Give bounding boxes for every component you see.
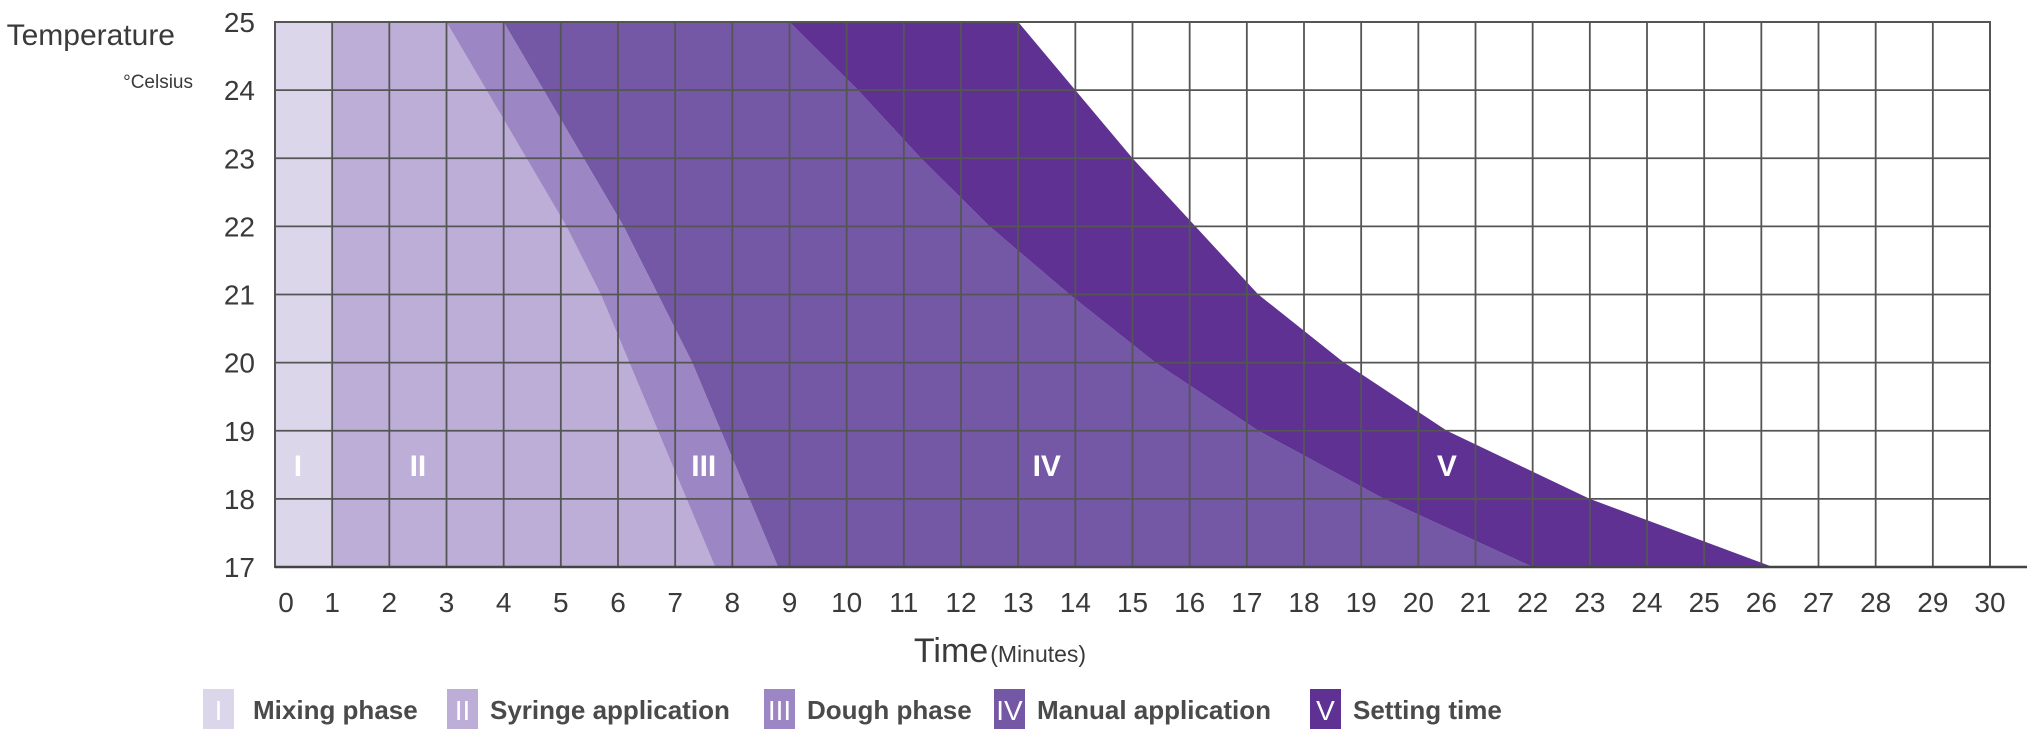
x-tick-label: 9 <box>782 587 798 618</box>
legend-item-3: III Dough phase <box>764 689 972 729</box>
legend-numeral: V <box>1316 695 1335 726</box>
x-tick-label: 1 <box>324 587 340 618</box>
legend-numeral: II <box>455 695 471 726</box>
x-tick-label: 4 <box>496 587 512 618</box>
x-tick-label: 23 <box>1574 587 1605 618</box>
x-tick-label: 17 <box>1231 587 1262 618</box>
x-tick-labels: 0 1 2 3 4 5 6 7 8 9 10 11 12 13 14 15 16 17 18 19 20 21 22 23 24… <box>278 587 2005 618</box>
x-tick-label: 22 <box>1517 587 1548 618</box>
legend-swatch <box>447 689 478 729</box>
x-tick-label: 28 <box>1860 587 1891 618</box>
y-tick-label: 25 <box>224 7 255 38</box>
legend-numeral: III <box>768 695 791 726</box>
zone-5-label: V <box>1437 450 1457 483</box>
legend-label: Manual application <box>1037 695 1271 725</box>
x-tick-label: 6 <box>610 587 626 618</box>
legend-label: Syringe application <box>490 695 730 725</box>
legend-item-5: V Setting time <box>1310 689 1502 729</box>
x-axis-title-unit: (Minutes) <box>990 641 1086 667</box>
y-tick-label: 21 <box>224 280 255 311</box>
x-tick-label: 25 <box>1689 587 1720 618</box>
x-tick-label: 5 <box>553 587 569 618</box>
x-tick-label: 21 <box>1460 587 1491 618</box>
x-tick-label: 27 <box>1803 587 1834 618</box>
legend-item-1: I Mixing phase <box>203 689 418 729</box>
y-tick-label: 19 <box>224 416 255 447</box>
legend-swatch <box>764 689 795 729</box>
zone-2-label: II <box>410 450 427 483</box>
y-tick-label: 22 <box>224 211 255 242</box>
y-tick-label: 24 <box>224 75 255 106</box>
x-tick-label: 7 <box>667 587 683 618</box>
y-tick-label: 20 <box>224 348 255 379</box>
x-tick-label: 30 <box>1974 587 2005 618</box>
legend-numeral: I <box>215 695 223 726</box>
x-tick-label: 26 <box>1746 587 1777 618</box>
x-axis-title: Time(Minutes) <box>914 632 1086 670</box>
legend-label: Dough phase <box>807 695 972 725</box>
legend-label: Setting time <box>1353 695 1502 725</box>
zone-4-label: IV <box>1033 450 1061 483</box>
x-tick-label: 13 <box>1003 587 1034 618</box>
legend: I Mixing phase II Syringe application III Dou… <box>203 689 1502 729</box>
y-tick-labels: 17 18 19 20 21 22 23 24 25 <box>224 7 255 583</box>
legend-label: Mixing phase <box>253 695 418 725</box>
y-axis-unit: °Celsius <box>123 72 193 93</box>
y-tick-label: 17 <box>224 552 255 583</box>
x-axis-title-main: Time <box>914 632 988 670</box>
zone-1-label: I <box>294 450 302 483</box>
x-tick-label: 15 <box>1117 587 1148 618</box>
y-tick-label: 23 <box>224 143 255 174</box>
x-tick-label: 19 <box>1346 587 1377 618</box>
x-tick-label: 24 <box>1631 587 1662 618</box>
x-tick-label: 20 <box>1403 587 1434 618</box>
zone-labels-layer: I II III IV V <box>294 450 1457 483</box>
x-tick-label: 12 <box>945 587 976 618</box>
legend-item-2: II Syringe application <box>447 689 730 729</box>
x-tick-label: 0 <box>278 587 294 618</box>
x-tick-label: 29 <box>1917 587 1948 618</box>
x-tick-label: 8 <box>725 587 741 618</box>
x-tick-label: 3 <box>439 587 455 618</box>
legend-item-4: IV Manual application <box>994 689 1271 729</box>
x-tick-label: 2 <box>382 587 398 618</box>
legend-swatch <box>1310 689 1341 729</box>
x-tick-label: 10 <box>831 587 862 618</box>
x-tick-label: 18 <box>1288 587 1319 618</box>
y-tick-label: 18 <box>224 484 255 515</box>
legend-swatch <box>994 689 1025 729</box>
x-tick-label: 11 <box>889 587 918 618</box>
legend-numeral: IV <box>996 695 1023 726</box>
grid-layer <box>274 21 2027 569</box>
legend-swatch <box>203 689 234 729</box>
x-tick-label: 14 <box>1060 587 1091 618</box>
y-axis-title: Temperature <box>7 19 175 52</box>
x-tick-label: 16 <box>1174 587 1205 618</box>
zone-3-label: III <box>691 450 716 483</box>
